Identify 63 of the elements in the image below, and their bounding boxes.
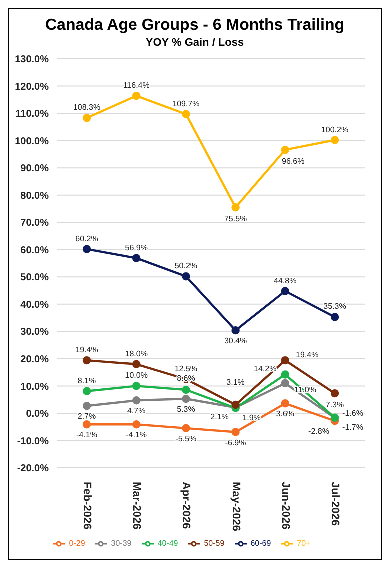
data-label: -1.6% <box>342 408 364 418</box>
data-label: 3.1% <box>226 378 245 388</box>
data-label: 56.9% <box>125 243 148 252</box>
data-label: -4.1% <box>76 430 98 440</box>
data-label: -4.1% <box>126 430 148 440</box>
data-label: 5.3% <box>177 405 196 414</box>
y-tick-label: -20.0% <box>17 464 50 475</box>
data-label: 75.5% <box>224 214 248 224</box>
data-label: 7.3% <box>326 400 344 410</box>
y-tick-label: 50.0% <box>20 272 50 284</box>
data-label: 35.3% <box>324 302 346 312</box>
data-label: 3.6% <box>276 410 295 419</box>
x-tick-label: May-2026 <box>230 482 242 532</box>
x-tick-label: Feb-2026 <box>81 482 93 530</box>
legend-label: 60-69 <box>250 539 272 548</box>
y-tick-label: 70.0% <box>20 218 50 230</box>
data-label: 116.4% <box>123 81 150 90</box>
data-label: 10.0% <box>125 371 148 380</box>
y-tick-label: 80.0% <box>20 190 50 202</box>
data-label: 2.7% <box>78 412 96 422</box>
y-tick-label: 0.0% <box>26 409 50 420</box>
legend-label: 0-29 <box>69 539 86 548</box>
data-label: -1.7% <box>342 423 364 432</box>
x-tick-label: Apr-2026 <box>180 482 192 530</box>
y-tick-label: 130.0% <box>15 54 50 66</box>
y-tick-label: -10.0% <box>17 436 50 448</box>
y-tick-label: 90.0% <box>20 164 50 175</box>
y-tick-label: 120.0% <box>15 82 50 93</box>
data-label: 19.4% <box>296 350 319 360</box>
data-label: 108.3% <box>73 103 101 112</box>
legend-label: 70+ <box>297 539 311 548</box>
legend-label: 40-49 <box>158 539 178 548</box>
data-label: 18.0% <box>125 349 148 358</box>
y-tick-label: 110.0% <box>16 109 50 120</box>
data-label: 44.8% <box>274 276 297 286</box>
chart-title: Canada Age Groups - 6 Months Trailing <box>44 17 346 35</box>
y-tick-label: 100.0% <box>15 136 50 148</box>
x-tick-label: Jun-2026 <box>279 482 292 530</box>
data-label: 109.7% <box>172 99 200 108</box>
data-label: 100.2% <box>321 125 349 134</box>
y-tick-label: 40.0% <box>20 300 50 311</box>
chart-subtitle: YOY % Gain / Loss <box>144 37 246 49</box>
legend-label: 30-39 <box>111 539 132 548</box>
data-label: 2.1% <box>210 412 229 422</box>
data-label: 12.5% <box>174 364 198 374</box>
data-label: -2.8% <box>308 427 330 436</box>
data-label: 1.9% <box>242 413 261 422</box>
data-label: 60.2% <box>76 234 98 244</box>
data-label: 96.6% <box>282 157 305 166</box>
y-tick-label: 10.0% <box>20 382 50 393</box>
legend-label: 50-59 <box>204 539 225 548</box>
data-label: 50.2% <box>174 262 198 271</box>
data-label: -6.9% <box>225 438 246 448</box>
x-tick-label: Jul-2026 <box>329 482 341 526</box>
data-label: 8.1% <box>78 376 96 386</box>
data-label: 4.7% <box>127 406 146 416</box>
data-label: 30.4% <box>224 336 248 346</box>
y-tick-label: 60.0% <box>20 245 50 256</box>
data-label: 19.4% <box>76 346 98 355</box>
x-tick-label: Mar-2026 <box>130 482 143 530</box>
y-tick-label: 20.0% <box>20 354 50 366</box>
y-tick-label: 30.0% <box>20 327 50 338</box>
data-label: -5.5% <box>176 434 197 444</box>
